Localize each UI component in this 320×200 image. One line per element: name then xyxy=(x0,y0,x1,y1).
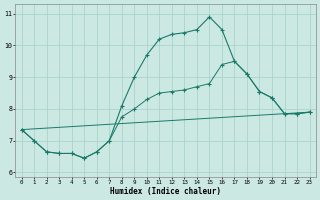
X-axis label: Humidex (Indice chaleur): Humidex (Indice chaleur) xyxy=(110,187,221,196)
